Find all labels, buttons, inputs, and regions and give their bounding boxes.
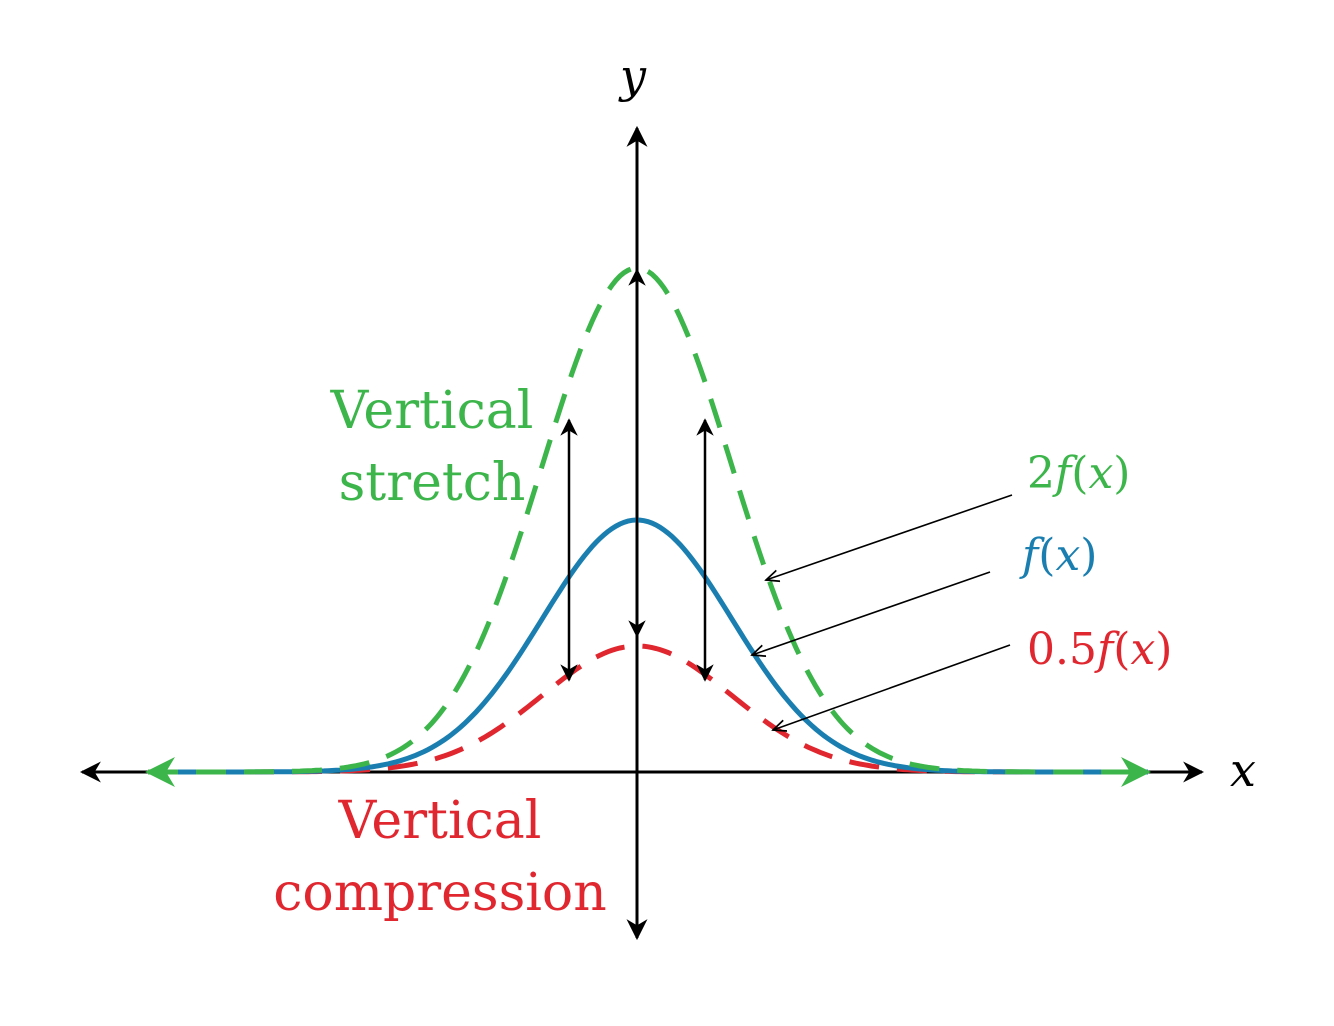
compressed-label: 0.5f(x) [1027,624,1172,675]
stretched-label: 2f(x) [1027,448,1130,499]
compressed-curve [148,643,1148,775]
pointer-original [752,571,991,655]
pointer-compressed [773,644,1011,730]
compression-annotation-line2: compression [273,863,606,923]
compression-annotation-line1: Vertical [338,791,542,851]
stretch-annotation-line2: stretch [339,453,526,513]
y-axis-label: y [618,49,647,103]
stretched-curve [145,265,1151,787]
x-axis-label: x [1230,743,1256,797]
pointer-stretched [766,494,1013,580]
original-label: f(x) [1019,530,1097,581]
stretch-annotation-line1: Vertical [330,381,534,441]
